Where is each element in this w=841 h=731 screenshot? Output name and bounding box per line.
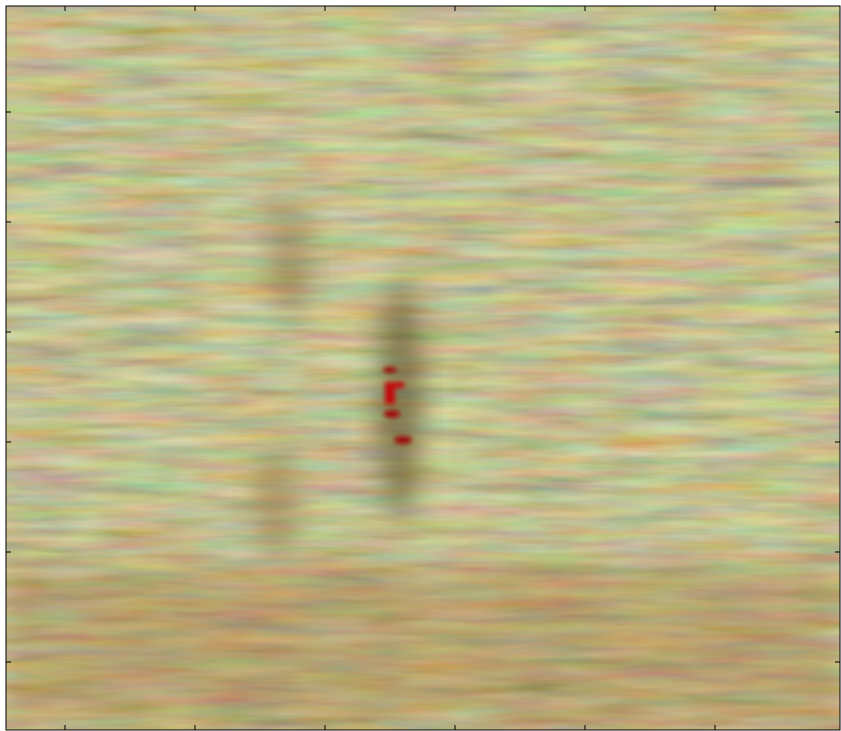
image: [6, 6, 840, 730]
dark-streak: [253, 440, 297, 560]
axes-frame: [5, 5, 841, 731]
red-spot: [383, 367, 412, 444]
dark-streak: [378, 280, 422, 520]
lower-band: [6, 565, 840, 730]
tick-marks: [6, 6, 840, 730]
dark-streak: [270, 200, 310, 320]
